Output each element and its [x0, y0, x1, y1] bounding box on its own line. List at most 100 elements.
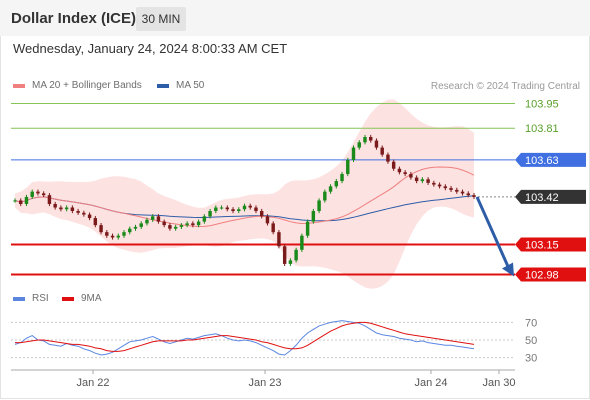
candle [202, 216, 207, 222]
candle [156, 216, 161, 222]
candle [225, 207, 230, 210]
candle [173, 226, 178, 229]
level-label-bg-3 [515, 189, 586, 204]
candle [323, 191, 327, 201]
candle [248, 205, 252, 208]
level-label-0: 103.95 [525, 99, 559, 111]
candle [53, 203, 57, 208]
ma9-swatch [62, 296, 74, 301]
rsi-line [14, 320, 475, 356]
candle [317, 200, 321, 212]
candle [105, 232, 109, 236]
level-label-bg-4 [515, 237, 586, 252]
candle [122, 232, 126, 236]
candle [150, 216, 155, 220]
candle [36, 191, 40, 194]
candle [110, 235, 115, 238]
legend-ma20: MA 20 + Bollinger Bands [13, 80, 142, 91]
candle [139, 223, 143, 227]
candle [420, 179, 425, 182]
legend-rsi: RSI [13, 293, 49, 304]
research-credit: Research © 2024 Trading Central [430, 81, 580, 92]
candle [185, 223, 189, 226]
level-label-1: 103.81 [525, 123, 559, 135]
level-label-3: 103.42 [525, 192, 559, 204]
candle [363, 137, 367, 143]
candle [87, 214, 92, 219]
legend-ma20-label: MA 20 + Bollinger Bands [32, 80, 142, 91]
candle [128, 228, 132, 233]
candle [145, 219, 149, 224]
candle [334, 181, 339, 187]
candle [24, 196, 29, 204]
candle [19, 200, 23, 204]
candle [455, 189, 459, 192]
candle [265, 216, 270, 224]
ma20-swatch [13, 83, 25, 88]
x-tick-label-1: Jan 23 [248, 377, 281, 389]
candle [196, 221, 201, 226]
candle [472, 195, 476, 197]
candle [277, 232, 281, 247]
candle [340, 174, 344, 182]
candle [168, 225, 172, 229]
x-tick-label-3: Jan 30 [482, 377, 515, 389]
candle [191, 223, 195, 226]
level-label-2: 103.63 [525, 155, 559, 167]
candle [271, 223, 275, 233]
header-bar [0, 0, 590, 36]
candle [443, 186, 448, 189]
candle [231, 209, 235, 212]
candle [386, 154, 390, 162]
level-label-5: 102.98 [525, 269, 559, 281]
legend-rsi-label: RSI [32, 293, 49, 304]
candle [70, 207, 75, 212]
candle [397, 168, 402, 173]
candle [237, 209, 241, 212]
candle [346, 159, 350, 175]
candle [254, 207, 258, 212]
rsi-tick-0: 70 [525, 317, 537, 329]
candle [369, 137, 373, 141]
candle [76, 211, 80, 213]
candle [82, 212, 86, 215]
candle [414, 177, 419, 182]
x-tick-label-2: Jan 24 [414, 377, 447, 389]
ma50-swatch [157, 83, 169, 88]
candle [380, 147, 384, 155]
level-label-4: 103.15 [525, 240, 559, 252]
rsi-tick-2: 30 [525, 353, 537, 365]
candle [466, 193, 470, 196]
candle [30, 191, 34, 197]
rsi-tick-1: 50 [525, 335, 537, 347]
candle [259, 211, 264, 217]
candle [294, 249, 298, 261]
candle [47, 195, 52, 204]
candle [282, 246, 287, 264]
candle [64, 207, 69, 210]
candle [242, 205, 247, 210]
candle [41, 193, 46, 196]
level-label-bg-2 [515, 152, 586, 167]
timeframe-badge[interactable]: 30 MIN [136, 7, 186, 31]
legend-ma50-label: MA 50 [176, 80, 205, 91]
legend-ma9: 9MA [62, 293, 102, 304]
candle [449, 188, 453, 190]
candle [351, 147, 356, 160]
legend-ma9-label: 9MA [81, 293, 102, 304]
candle [391, 161, 396, 169]
rsi-ma-line [15, 321, 475, 352]
candle [374, 140, 379, 148]
candle [116, 235, 120, 238]
candle [208, 211, 212, 217]
candle [179, 225, 184, 227]
candle [162, 221, 166, 226]
forecast-arrowhead [502, 262, 514, 277]
candle [305, 221, 310, 236]
instrument-title: Dollar Index (ICE) [11, 10, 137, 27]
candle [311, 211, 316, 222]
x-tick-label-0: Jan 22 [76, 377, 109, 389]
candle [288, 260, 293, 264]
level-label-bg-5 [515, 267, 586, 282]
